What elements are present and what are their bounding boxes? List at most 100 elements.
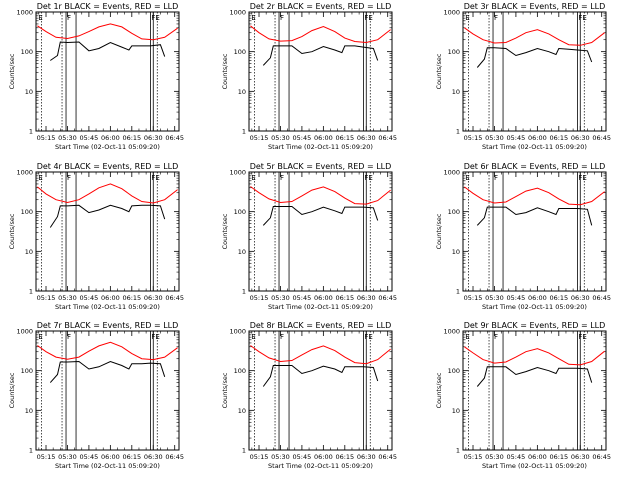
lld-series-line — [37, 341, 178, 361]
x-tick-label: 05:45 — [293, 134, 312, 142]
y-tick-label: 100 — [21, 48, 33, 56]
flag-marker: FE — [364, 174, 372, 182]
events-series-line — [476, 366, 593, 387]
y-tick-label: 1 — [456, 288, 460, 296]
y-tick-label: 10 — [238, 407, 246, 415]
panel-title: Det 9r BLACK = Events, RED = LLD — [464, 321, 606, 330]
events-series-line — [50, 41, 166, 61]
x-tick-label: 05:45 — [293, 294, 312, 302]
x-axis-label: Start Time (02-Oct-11 05:09:20) — [482, 143, 587, 151]
x-tick-label: 05:30 — [58, 134, 77, 142]
x-tick-label: 05:30 — [485, 134, 504, 142]
x-tick-label: 05:45 — [507, 294, 526, 302]
x-tick-label: 06:00 — [528, 134, 547, 142]
detector-panel-7: Det 7r BLACK = Events, RED = LLD 1 10 100 10… — [8, 321, 184, 470]
x-tick-label: 06:30 — [571, 453, 590, 461]
x-tick-label: 06:45 — [378, 453, 397, 461]
x-tick-label: 06:15 — [549, 453, 568, 461]
flag-marker: FE — [151, 333, 159, 341]
y-tick-label: 100 — [21, 367, 33, 375]
x-tick-label: 05:15 — [464, 294, 483, 302]
x-axis-label: Start Time (02-Oct-11 05:09:20) — [268, 462, 373, 470]
x-tick-label: 06:00 — [101, 134, 120, 142]
y-tick-label: 1 — [456, 128, 460, 136]
x-tick-label: 06:30 — [144, 134, 163, 142]
y-axis-label: Counts/sec — [221, 372, 229, 408]
y-tick-label: 100 — [448, 367, 460, 375]
flag-marker: E — [251, 14, 255, 22]
y-tick-label: 10 — [452, 248, 460, 256]
detector-panel-9: Det 9r BLACK = Events, RED = LLD 1 10 100 10… — [435, 321, 611, 470]
panel-title: Det 5r BLACK = Events, RED = LLD — [250, 162, 392, 171]
y-axis-label: Counts/sec — [8, 53, 16, 89]
x-tick-label: 06:30 — [357, 294, 376, 302]
x-tick-label: 05:45 — [80, 134, 99, 142]
panel-title: Det 2r BLACK = Events, RED = LLD — [250, 2, 392, 11]
y-tick-label: 1000 — [443, 9, 460, 17]
x-tick-label: 05:30 — [58, 294, 77, 302]
panel-title: Det 4r BLACK = Events, RED = LLD — [37, 162, 179, 171]
x-tick-label: 06:30 — [144, 453, 163, 461]
x-tick-label: 06:00 — [101, 453, 120, 461]
x-axis-label: Start Time (02-Oct-11 05:09:20) — [55, 462, 160, 470]
x-tick-label: 06:00 — [314, 134, 333, 142]
y-tick-label: 1 — [242, 128, 246, 136]
x-tick-label: 05:30 — [271, 294, 290, 302]
plot-frame — [462, 171, 607, 292]
x-tick-label: 06:45 — [592, 134, 611, 142]
y-tick-label: 1000 — [16, 9, 33, 17]
x-tick-label: 05:30 — [485, 294, 504, 302]
x-tick-label: 06:15 — [549, 134, 568, 142]
x-tick-label: 06:45 — [165, 453, 184, 461]
y-tick-label: 10 — [452, 88, 460, 96]
y-tick-label: 10 — [25, 88, 33, 96]
flag-marker: F — [494, 333, 498, 341]
y-axis-label: Counts/sec — [435, 213, 443, 249]
y-tick-label: 10 — [238, 248, 246, 256]
panel-title: Det 7r BLACK = Events, RED = LLD — [37, 321, 179, 330]
x-tick-label: 06:45 — [592, 453, 611, 461]
y-axis-label: Counts/sec — [8, 372, 16, 408]
flag-marker: E — [38, 333, 42, 341]
x-tick-label: 06:15 — [122, 453, 141, 461]
x-tick-label: 06:15 — [122, 294, 141, 302]
panel-title: Det 6r BLACK = Events, RED = LLD — [464, 162, 606, 171]
x-tick-label: 05:15 — [250, 453, 269, 461]
y-axis-label: Counts/sec — [435, 53, 443, 89]
events-series-line — [49, 360, 166, 383]
detector-panel-4: Det 4r BLACK = Events, RED = LLD 1 10 100 10… — [8, 162, 184, 311]
y-axis-label: Counts/sec — [221, 53, 229, 89]
x-tick-label: 06:15 — [549, 294, 568, 302]
flag-marker: E — [38, 174, 42, 182]
y-tick-label: 1000 — [443, 169, 460, 177]
y-axis-label: Counts/sec — [8, 213, 16, 249]
lld-series-line — [250, 345, 391, 365]
plot-frame — [248, 330, 393, 451]
plot-frame — [35, 330, 180, 451]
x-tick-label: 05:15 — [250, 134, 269, 142]
flag-marker: F — [280, 333, 284, 341]
flag-marker: F — [280, 14, 284, 22]
flag-marker: FE — [364, 14, 372, 22]
x-tick-label: 05:45 — [507, 134, 526, 142]
x-tick-label: 05:30 — [271, 134, 290, 142]
x-tick-label: 06:00 — [314, 453, 333, 461]
flag-marker: E — [465, 14, 469, 22]
flag-marker: FE — [151, 174, 159, 182]
x-tick-label: 06:45 — [165, 134, 184, 142]
detector-panel-8: Det 8r BLACK = Events, RED = LLD 1 10 100 10… — [221, 321, 397, 470]
y-tick-label: 1 — [456, 447, 460, 455]
x-tick-label: 05:30 — [58, 453, 77, 461]
x-axis-label: Start Time (02-Oct-11 05:09:20) — [55, 303, 160, 311]
events-series-line — [262, 206, 379, 226]
flag-marker: F — [280, 174, 284, 182]
x-tick-label: 06:30 — [571, 134, 590, 142]
x-axis-label: Start Time (02-Oct-11 05:09:20) — [268, 143, 373, 151]
panel-title: Det 1r BLACK = Events, RED = LLD — [37, 2, 179, 11]
flag-marker: FE — [578, 174, 586, 182]
y-tick-label: 10 — [25, 407, 33, 415]
flag-marker: FE — [578, 333, 586, 341]
x-tick-label: 05:45 — [293, 453, 312, 461]
y-tick-label: 1 — [29, 288, 33, 296]
